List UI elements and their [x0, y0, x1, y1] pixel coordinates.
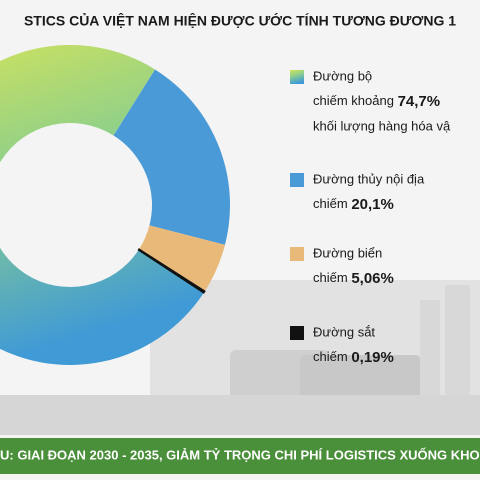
legend-value-line: chiếm 0,19%	[313, 349, 394, 366]
legend-label: Đường bộ	[313, 68, 372, 83]
donut-slice	[113, 69, 231, 245]
value-prefix: chiếm	[313, 196, 348, 211]
legend-swatch	[290, 70, 304, 84]
legend-value-line: chiếm khoảng 74,7%	[313, 93, 440, 110]
donut-slice	[0, 45, 204, 365]
value-prefix: chiếm	[313, 349, 348, 364]
legend-label: Đường thủy nội địa	[313, 171, 425, 186]
value-label: 20,1%	[351, 196, 394, 213]
donut-slice	[137, 248, 206, 294]
value-prefix: chiếm	[313, 270, 348, 285]
background-city	[0, 280, 480, 435]
footer-banner	[0, 438, 480, 474]
chart-title: STICS CỦA VIỆT NAM HIỆN ĐƯỢC ƯỚC TÍNH TƯ…	[24, 12, 456, 29]
legend-swatch	[290, 173, 304, 187]
value-label: 0,19%	[351, 349, 394, 366]
legend-label: Đường sắt	[313, 324, 375, 339]
value-label: 5,06%	[351, 270, 394, 287]
value-prefix: chiếm khoảng	[313, 93, 394, 108]
donut-slice	[139, 225, 225, 292]
legend-swatch	[290, 247, 304, 261]
legend-value-line: chiếm 5,06%	[313, 270, 394, 287]
legend-note: khối lượng hàng hóa vậ	[313, 118, 451, 133]
footer-text: U: GIAI ĐOẠN 2030 - 2035, GIẢM TỶ TRỌNG …	[0, 447, 480, 462]
legend-value-line: chiếm 20,1%	[313, 196, 394, 213]
value-label: 74,7%	[398, 93, 441, 110]
legend-label: Đường biển	[313, 245, 382, 260]
legend-swatch	[290, 326, 304, 340]
